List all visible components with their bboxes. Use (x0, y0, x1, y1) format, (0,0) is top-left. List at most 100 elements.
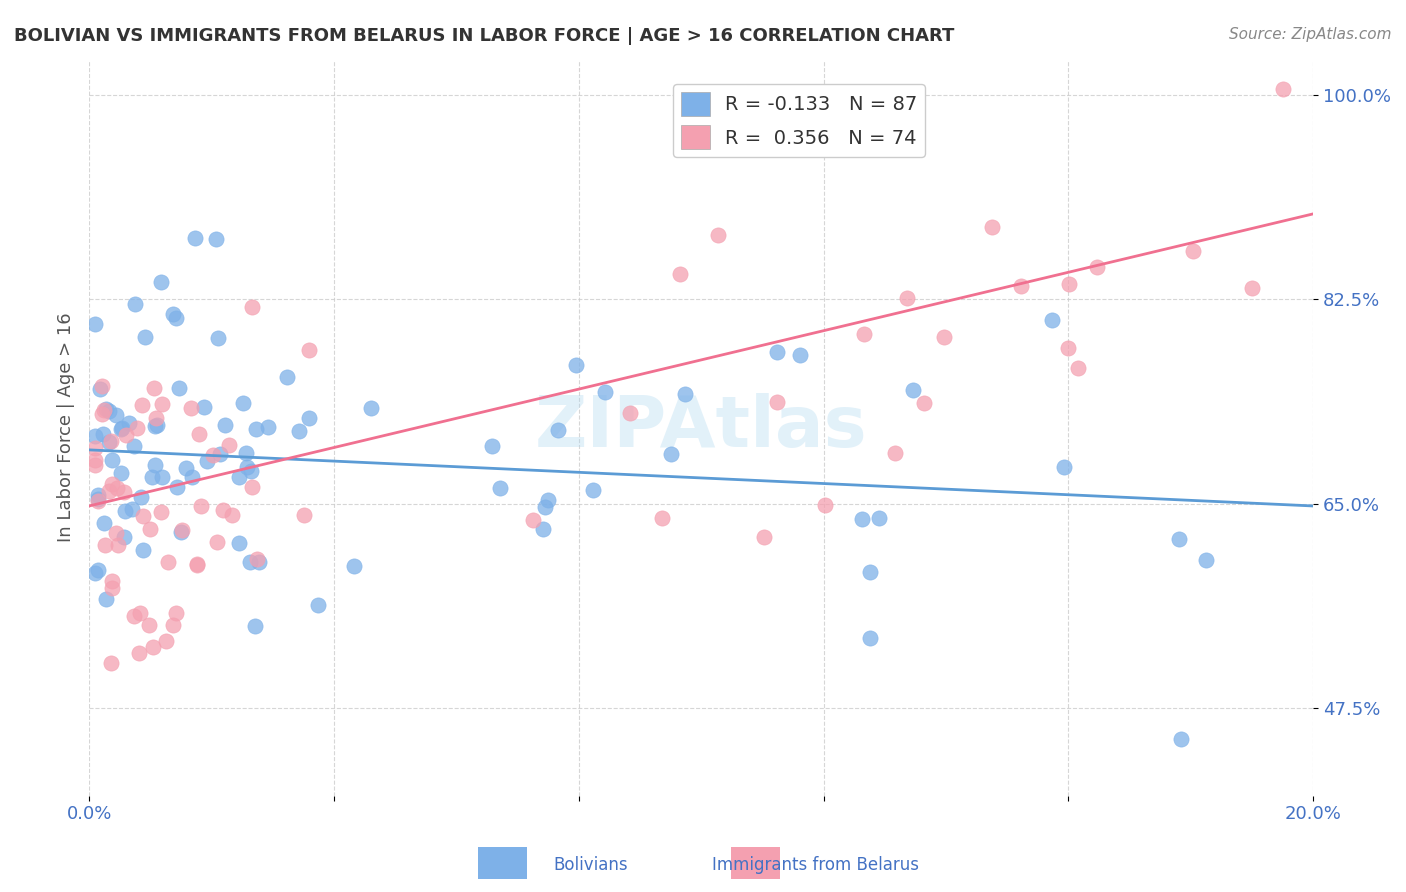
Point (195, 454, 218, 468)
Point (245, 552, 267, 566)
Point (93, 516, 115, 530)
Point (132, 508, 155, 523)
Point (673, 386, 696, 401)
Point (343, 558, 366, 573)
Point (207, 331, 229, 345)
Point (131, 398, 153, 412)
Point (766, 345, 789, 359)
Point (884, 446, 907, 460)
Point (202, 449, 225, 463)
Point (292, 508, 315, 523)
Point (98, 483, 121, 498)
Point (276, 369, 298, 384)
Point (84, 566, 107, 580)
Point (534, 500, 557, 514)
Point (124, 297, 146, 311)
Point (221, 508, 243, 523)
Point (101, 453, 124, 467)
Point (307, 598, 329, 612)
Point (162, 307, 184, 321)
Point (868, 511, 890, 525)
Point (98, 434, 121, 449)
Point (228, 470, 250, 484)
Point (143, 419, 166, 434)
Point (87, 491, 110, 506)
Point (240, 464, 263, 478)
Point (138, 617, 160, 632)
Point (1085, 260, 1108, 274)
Point (121, 502, 143, 516)
Point (232, 395, 254, 409)
Point (298, 410, 321, 425)
Point (112, 485, 135, 500)
Point (1170, 731, 1192, 746)
Point (236, 459, 259, 474)
Point (174, 461, 197, 475)
Point (752, 531, 775, 545)
Point (89, 382, 111, 396)
Point (1066, 360, 1088, 375)
Point (1182, 244, 1205, 258)
Point (1010, 279, 1032, 293)
Text: BOLIVIAN VS IMMIGRANTS FROM BELARUS IN LABOR FORCE | AGE > 16 CORRELATION CHART: BOLIVIAN VS IMMIGRANTS FROM BELARUS IN L… (14, 27, 955, 45)
Point (84, 458, 107, 472)
Point (980, 219, 1002, 234)
Point (84, 317, 107, 331)
Point (131, 490, 153, 504)
Point (537, 493, 560, 508)
Point (150, 397, 173, 411)
Point (146, 417, 169, 432)
Point (207, 535, 229, 549)
Point (114, 503, 136, 517)
Point (104, 409, 127, 423)
Point (134, 330, 156, 344)
Point (170, 525, 193, 540)
Point (240, 300, 263, 314)
Point (166, 479, 188, 493)
Point (138, 522, 160, 536)
Point (896, 291, 918, 305)
Point (243, 619, 266, 633)
Point (184, 230, 207, 244)
Point (128, 646, 150, 660)
Point (912, 395, 935, 409)
Point (110, 422, 132, 436)
Point (87, 563, 110, 577)
Point (90, 379, 112, 393)
Point (91, 408, 114, 422)
Point (228, 535, 250, 549)
Point (1168, 532, 1191, 546)
Point (669, 267, 692, 281)
Point (145, 411, 167, 425)
Point (131, 543, 153, 558)
Point (851, 512, 873, 526)
Point (190, 500, 212, 514)
Point (127, 420, 149, 434)
Point (84, 429, 107, 443)
Point (901, 383, 924, 397)
Point (531, 523, 554, 537)
Point (143, 458, 166, 472)
Point (481, 439, 503, 453)
Point (186, 558, 208, 572)
Point (172, 523, 194, 537)
Point (94, 538, 117, 552)
Y-axis label: In Labor Force | Age > 16: In Labor Force | Age > 16 (58, 313, 75, 542)
Point (193, 400, 215, 414)
Point (547, 423, 569, 437)
Point (110, 466, 132, 480)
Point (86, 488, 108, 502)
Point (100, 656, 122, 670)
Point (122, 439, 145, 453)
Point (932, 330, 955, 344)
Point (84, 452, 107, 467)
Point (105, 526, 128, 541)
Point (212, 503, 235, 517)
Point (100, 477, 122, 491)
Text: ZIPAtlas: ZIPAtlas (534, 393, 868, 462)
Point (706, 227, 728, 242)
Point (489, 481, 512, 495)
Point (789, 348, 811, 362)
Point (859, 631, 882, 645)
Point (766, 394, 789, 409)
